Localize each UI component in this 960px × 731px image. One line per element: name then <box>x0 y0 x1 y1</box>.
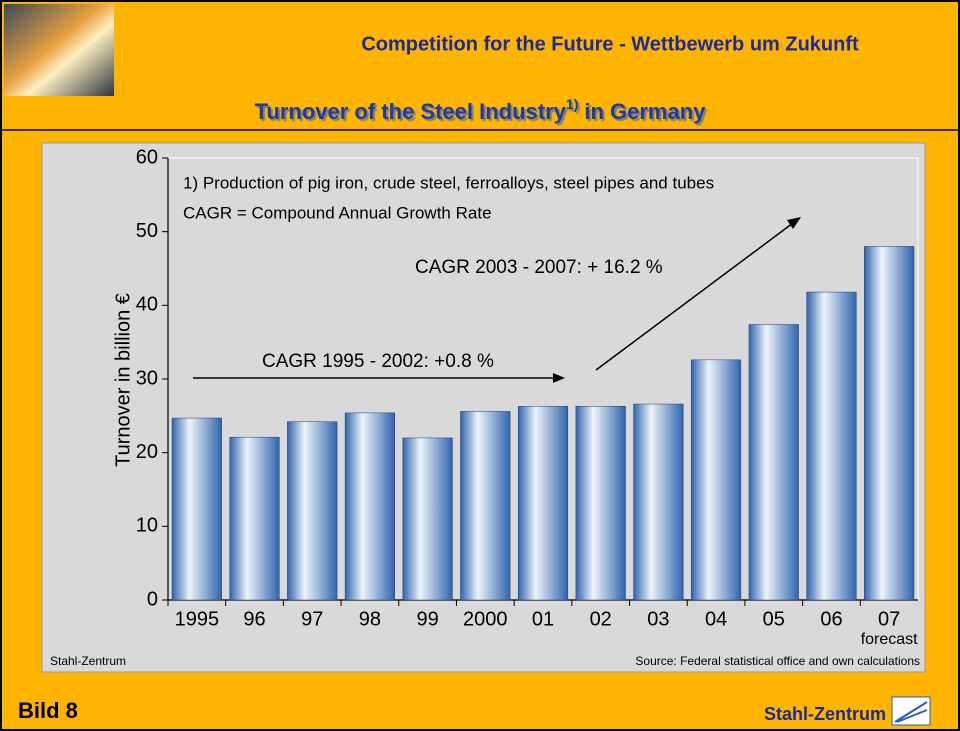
bar <box>517 406 569 601</box>
arrow-head <box>787 217 801 229</box>
header-photo <box>4 4 114 96</box>
brand-logo-mark <box>894 701 928 723</box>
x-tick-label: 1995 <box>175 608 220 630</box>
arrow-head <box>553 373 565 383</box>
title-suffix: in Germany <box>584 99 706 124</box>
bar <box>748 324 799 601</box>
definition: CAGR = Compound Annual Growth Rate <box>183 203 492 222</box>
bar <box>633 403 684 601</box>
header-title: Competition for the Future - Wettbewerb … <box>361 33 859 55</box>
bar <box>229 436 280 601</box>
bar <box>402 437 453 601</box>
x-tick-label: 05 <box>763 608 785 630</box>
y-tick-label: 60 <box>136 146 158 168</box>
x-tick-label: 04 <box>705 608 727 630</box>
arrow-line <box>595 222 794 371</box>
bar <box>344 412 395 601</box>
credit: Stahl-Zentrum <box>50 654 126 668</box>
y-tick-label: 20 <box>136 441 158 463</box>
bar <box>864 246 915 601</box>
y-tick-label: 30 <box>136 367 158 389</box>
x-tick-label: 2000 <box>463 608 508 630</box>
chart-title: Turnover of the Steel Industry1) in Germa… <box>255 96 707 124</box>
brand: Stahl-Zentrum <box>764 704 886 724</box>
x-tick-label: 03 <box>647 608 669 630</box>
y-tick-label: 0 <box>147 588 158 610</box>
bar <box>575 406 626 601</box>
source: Source: Federal statistical office and o… <box>635 654 920 668</box>
x-tick-label: 02 <box>590 608 612 630</box>
x-tick-label: 97 <box>301 608 323 630</box>
footnote: 1) Production of pig iron, crude steel, … <box>183 173 714 192</box>
slide-label: Bild 8 <box>18 698 78 723</box>
x-tick-label: 99 <box>416 608 438 630</box>
y-tick-label: 40 <box>136 294 158 316</box>
title-main: Turnover of the Steel Industry <box>255 99 567 124</box>
bar <box>460 411 511 601</box>
category-note: forecast <box>861 631 918 648</box>
annotation: CAGR 2003 - 2007: + 16.2 % <box>415 257 663 278</box>
x-tick-label: 01 <box>532 608 554 630</box>
x-tick-label: 06 <box>820 608 842 630</box>
x-tick-label: 96 <box>243 608 265 630</box>
y-tick-label: 10 <box>136 515 158 537</box>
bar <box>806 291 857 601</box>
bar <box>287 421 338 601</box>
y-axis-label: Turnover in billion € <box>112 293 134 467</box>
x-tick-label: 07 <box>878 608 900 630</box>
y-tick-label: 50 <box>136 220 158 242</box>
annotation: CAGR 1995 - 2002: +0.8 % <box>262 351 494 372</box>
x-tick-label: 98 <box>359 608 381 630</box>
bar <box>171 417 222 601</box>
bar <box>691 359 742 601</box>
plot: 0 10 20 30 40 50 60 1995 96 97 98 99 2000 01 02 03 04 05 0… <box>136 146 919 648</box>
title-superscript: 1) <box>566 96 578 112</box>
